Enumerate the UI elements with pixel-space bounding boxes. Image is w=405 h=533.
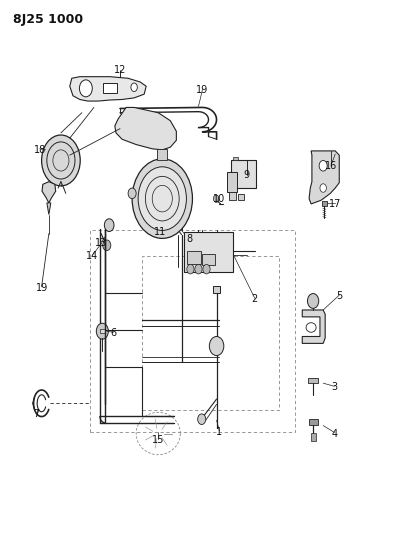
Bar bbox=[184, 232, 232, 272]
Circle shape bbox=[79, 80, 92, 97]
Circle shape bbox=[132, 159, 192, 238]
Text: 6: 6 bbox=[110, 328, 116, 338]
Bar bbox=[142, 256, 279, 410]
Text: 16: 16 bbox=[325, 161, 337, 171]
Text: 9: 9 bbox=[244, 171, 250, 180]
Text: 13: 13 bbox=[95, 238, 107, 248]
Bar bbox=[238, 194, 244, 200]
Text: 7: 7 bbox=[34, 409, 40, 419]
Bar bbox=[213, 286, 220, 293]
Text: 8J25 1000: 8J25 1000 bbox=[13, 13, 83, 27]
Bar bbox=[308, 378, 318, 383]
Polygon shape bbox=[42, 182, 56, 203]
Circle shape bbox=[213, 195, 219, 203]
Text: 12: 12 bbox=[114, 66, 126, 75]
Text: 17: 17 bbox=[329, 199, 341, 209]
Bar bbox=[90, 230, 295, 432]
Circle shape bbox=[128, 188, 136, 199]
Text: 11: 11 bbox=[154, 227, 166, 237]
Circle shape bbox=[320, 184, 326, 192]
Bar bbox=[158, 149, 167, 160]
Bar bbox=[232, 160, 256, 188]
Text: 14: 14 bbox=[86, 252, 98, 261]
Text: 18: 18 bbox=[34, 145, 46, 155]
Bar bbox=[202, 254, 215, 265]
Bar bbox=[233, 157, 238, 160]
Circle shape bbox=[104, 219, 114, 231]
Circle shape bbox=[103, 240, 111, 251]
Circle shape bbox=[203, 264, 210, 274]
Text: 8: 8 bbox=[187, 234, 193, 244]
Text: 5: 5 bbox=[336, 291, 342, 301]
Bar bbox=[311, 433, 315, 441]
Polygon shape bbox=[309, 151, 339, 204]
Circle shape bbox=[96, 323, 109, 339]
Circle shape bbox=[307, 294, 319, 309]
Circle shape bbox=[187, 264, 194, 274]
Text: 10: 10 bbox=[213, 193, 225, 204]
Text: 15: 15 bbox=[152, 435, 164, 446]
Text: 19: 19 bbox=[196, 85, 209, 95]
Bar bbox=[227, 172, 237, 192]
Text: 19: 19 bbox=[36, 282, 48, 293]
Circle shape bbox=[42, 135, 80, 186]
Circle shape bbox=[195, 264, 202, 274]
Circle shape bbox=[319, 160, 327, 171]
Text: 2: 2 bbox=[252, 294, 258, 304]
Polygon shape bbox=[47, 203, 51, 215]
Circle shape bbox=[209, 336, 224, 356]
Text: 4: 4 bbox=[331, 429, 337, 439]
Bar bbox=[322, 201, 327, 206]
Polygon shape bbox=[302, 310, 325, 343]
Polygon shape bbox=[115, 108, 176, 150]
Circle shape bbox=[138, 167, 186, 230]
Polygon shape bbox=[70, 77, 146, 101]
Circle shape bbox=[198, 414, 206, 424]
Bar bbox=[229, 192, 236, 200]
Bar bbox=[309, 419, 318, 424]
Bar bbox=[100, 329, 105, 333]
Bar bbox=[103, 83, 117, 93]
Text: 1: 1 bbox=[216, 427, 222, 437]
Bar bbox=[187, 251, 201, 264]
Ellipse shape bbox=[306, 322, 316, 332]
Circle shape bbox=[131, 83, 137, 92]
Text: 3: 3 bbox=[331, 382, 337, 392]
